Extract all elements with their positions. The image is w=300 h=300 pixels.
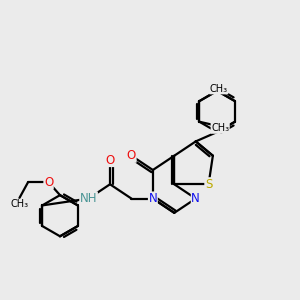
Text: NH: NH	[80, 192, 97, 205]
Text: O: O	[105, 154, 115, 166]
Text: CH₃: CH₃	[210, 84, 228, 94]
Text: O: O	[44, 176, 53, 189]
Text: N: N	[148, 192, 157, 205]
Text: O: O	[127, 149, 136, 162]
Text: S: S	[205, 178, 212, 191]
Text: CH₃: CH₃	[211, 123, 229, 133]
Text: N: N	[191, 192, 200, 205]
Text: CH₃: CH₃	[11, 199, 28, 209]
